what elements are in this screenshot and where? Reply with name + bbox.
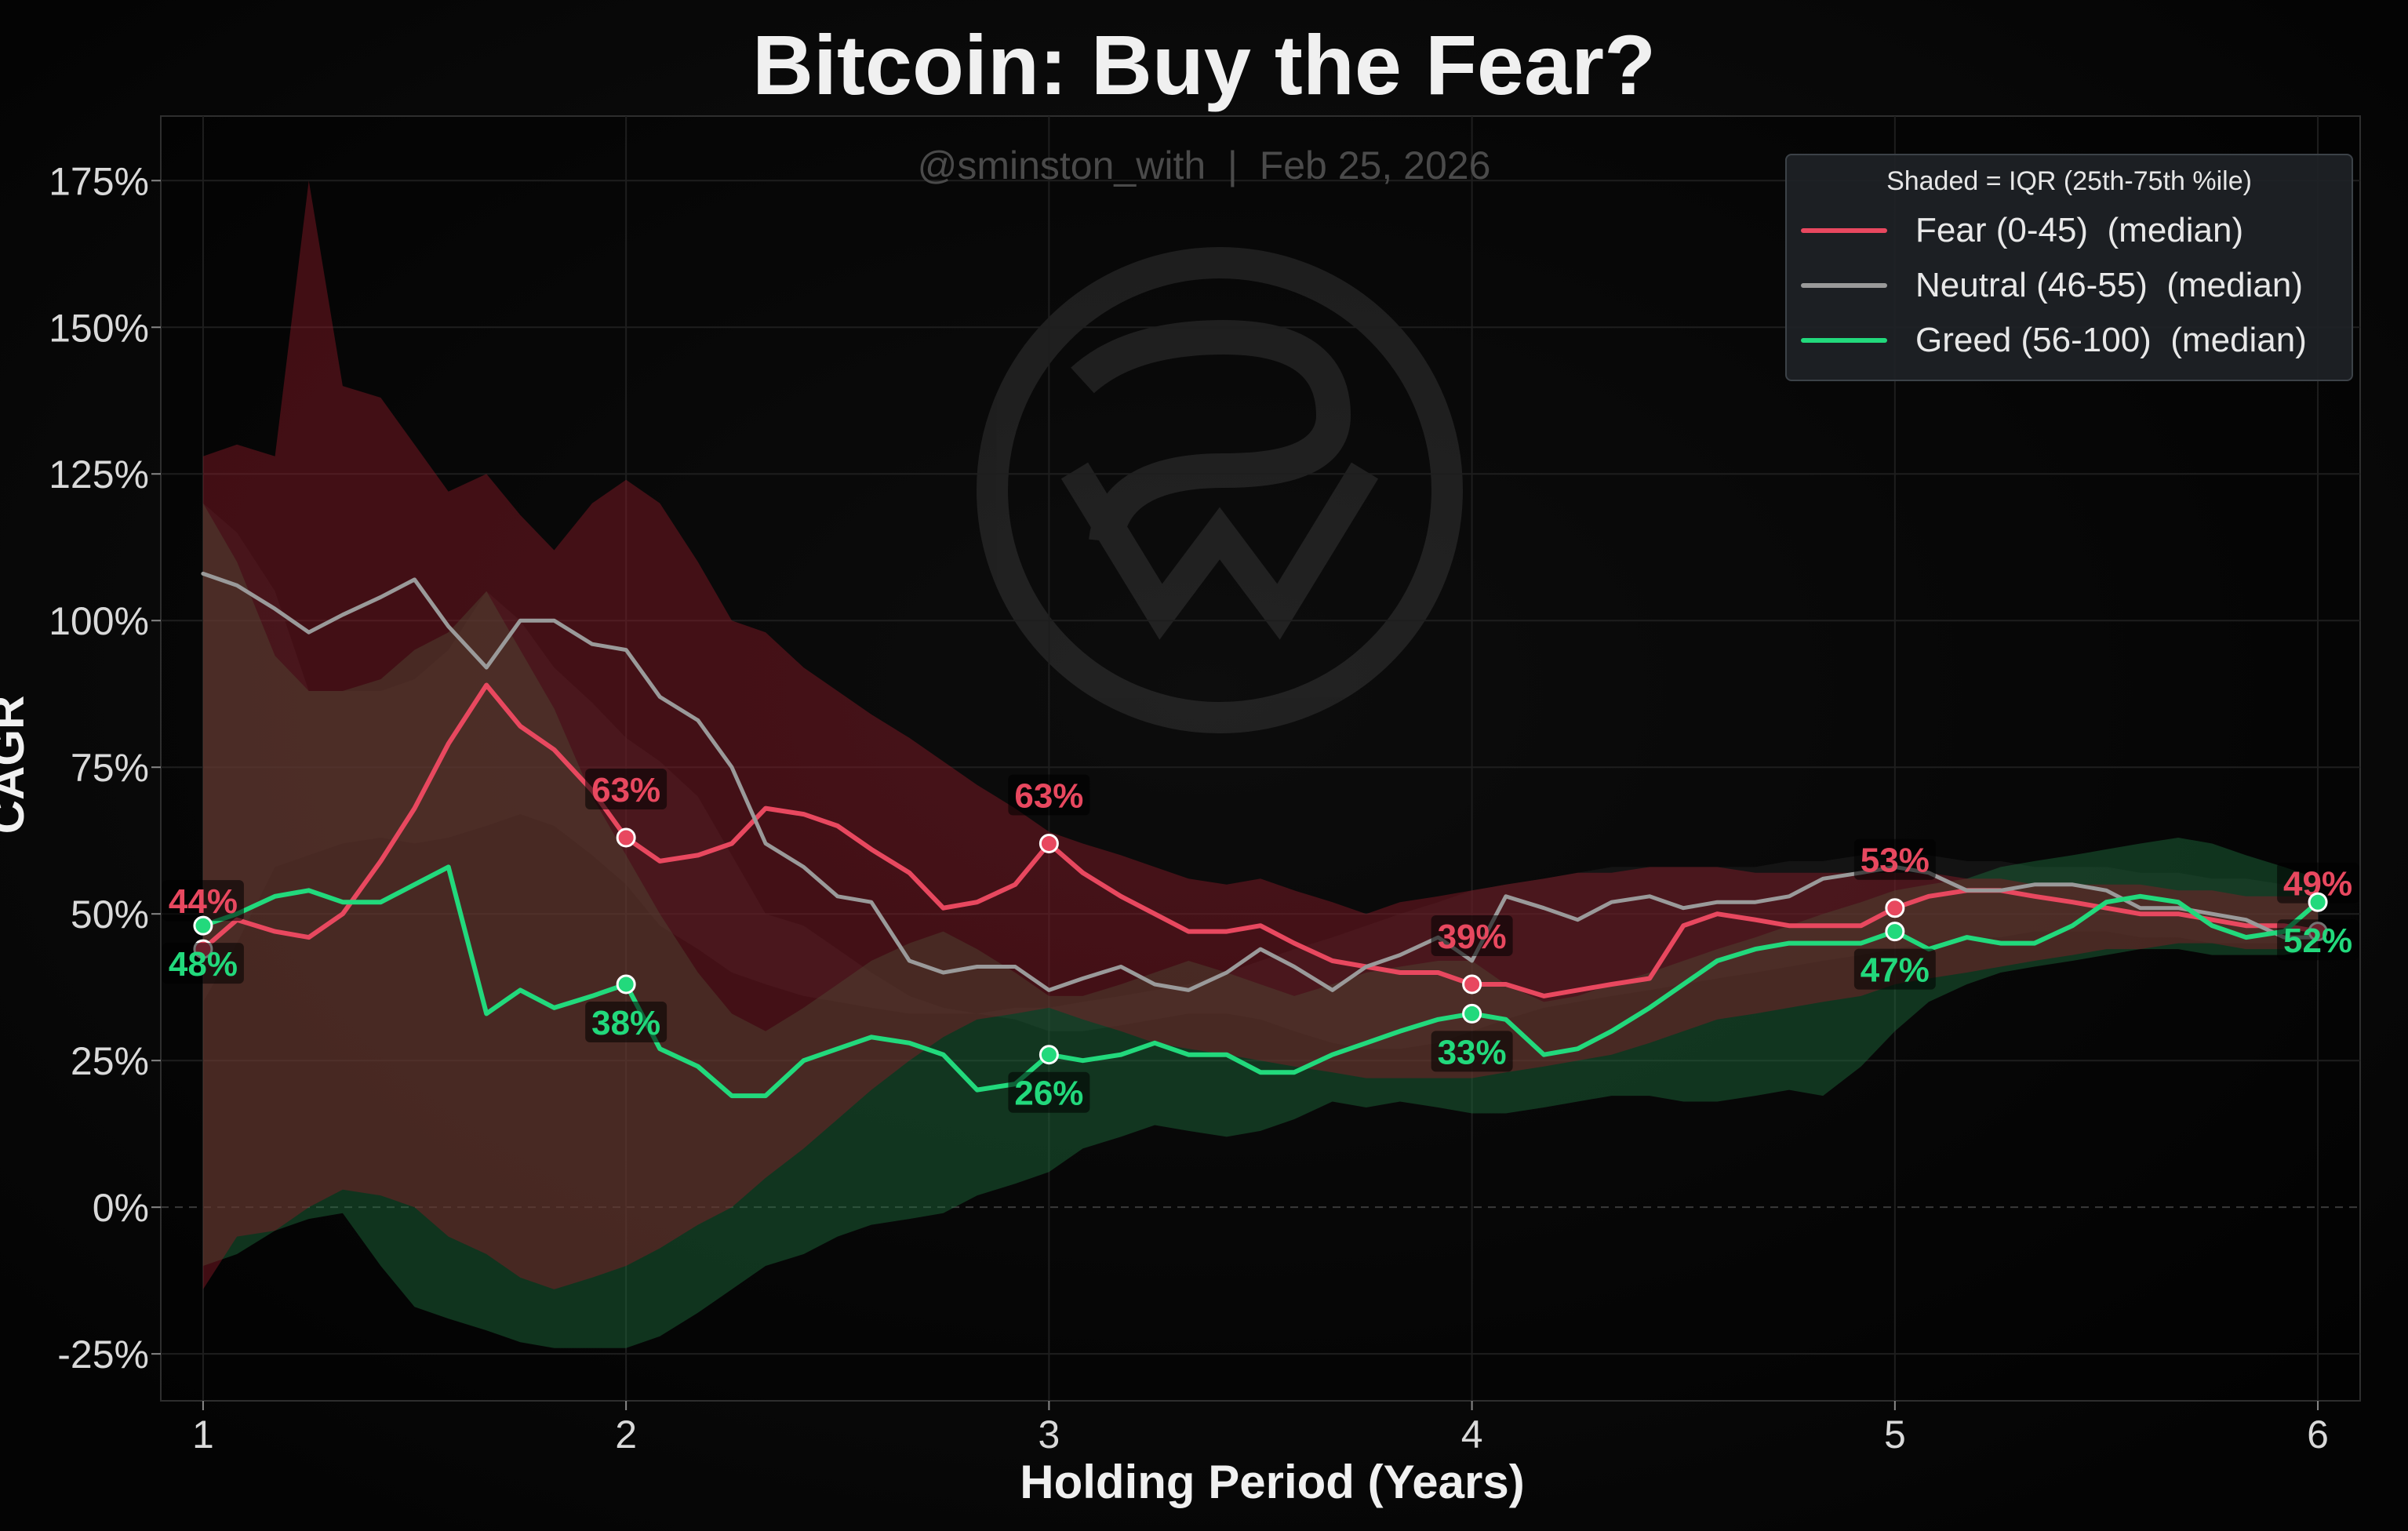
legend-swatch-fear [1801, 228, 1887, 233]
y-tick-label: 25% [71, 1039, 149, 1083]
data-label: 44% [169, 882, 238, 921]
y-tick-label: 100% [49, 599, 149, 643]
x-tick-label: 2 [615, 1413, 637, 1456]
median-marker [1885, 922, 1905, 942]
chart-subtitle: @sminston_with | Feb 25, 2026 [918, 144, 1491, 187]
x-tick-label: 4 [1461, 1413, 1483, 1456]
median-marker [2308, 892, 2328, 912]
median-marker [1462, 974, 1482, 995]
x-tick-label: 3 [1038, 1413, 1060, 1456]
data-label-bg [2277, 862, 2359, 904]
legend-swatch-neutral [1801, 283, 1887, 288]
data-label: 47% [1861, 951, 1930, 990]
y-tick-label: 75% [71, 746, 149, 790]
greed-median-line [200, 864, 2321, 1099]
x-tick-label: 5 [1884, 1413, 1906, 1456]
neutral-median-line [201, 571, 2320, 992]
legend-item-neutral: Neutral (46-55) (median) [1801, 262, 2303, 309]
watermark-logo [977, 247, 1463, 733]
iqr-bands [202, 180, 2319, 1348]
y-tick-label: 50% [71, 893, 149, 936]
legend-item-greed: Greed (56-100) (median) [1801, 317, 2307, 364]
x-tick-label: 1 [192, 1413, 214, 1456]
legend-label-neutral: Neutral (46-55) (median) [1915, 266, 2303, 304]
median-marker [616, 974, 636, 995]
legend-title: Shaded = IQR (25th-75th %ile) [1886, 166, 2252, 196]
median-marker [1038, 833, 1059, 853]
data-label-bg [1008, 1071, 1090, 1113]
fear-iqr-band [202, 180, 2319, 1289]
median-marker [1462, 1003, 1482, 1024]
data-label-bg [585, 1001, 667, 1042]
legend: Shaded = IQR (25th-75th %ile) Fear (0-45… [1785, 154, 2353, 381]
axis-ticks: -25% 0% 25% 50% 75% 100% 125% 150% 175% 1 2 3 4 5 6 [49, 159, 2329, 1456]
x-tick-label: 6 [2307, 1413, 2329, 1456]
data-label: 63% [591, 771, 660, 809]
data-label-bg [1008, 774, 1090, 816]
data-label: 63% [1014, 776, 1083, 815]
greed-iqr-band [202, 503, 2319, 1348]
median-marker [1038, 1045, 1059, 1065]
median-markers: 44%63% 63%39%53%49%48%38%26%33%47%52% [162, 768, 2359, 1113]
x-axis-label: Holding Period (Years) [1020, 1456, 1524, 1508]
legend-label-fear: Fear (0-45) (median) [1915, 211, 2244, 249]
chart-title: Bitcoin: Buy the Fear? [752, 17, 1656, 112]
median-marker [616, 827, 636, 848]
y-tick-label: 175% [49, 159, 149, 203]
data-label-bg [162, 943, 244, 984]
median-marker [193, 915, 213, 936]
data-label-bg [1853, 838, 1936, 880]
data-label-bg [162, 880, 244, 922]
median-marker [1885, 898, 1905, 918]
data-label: 38% [591, 1004, 660, 1042]
data-label: 33% [1438, 1033, 1507, 1071]
data-label: 52% [2283, 922, 2352, 960]
data-label: 39% [1438, 918, 1507, 956]
data-label-bg [2277, 919, 2359, 961]
y-tick-label: -25% [57, 1333, 149, 1376]
y-axis-label: CAGR [0, 696, 34, 835]
y-tick-label: 0% [93, 1186, 149, 1230]
data-label: 48% [169, 945, 238, 984]
legend-swatch-greed [1801, 338, 1887, 343]
y-tick-label: 150% [49, 306, 149, 350]
data-label-bg [1853, 948, 1936, 990]
y-tick-label: 125% [49, 453, 149, 496]
legend-label-greed: Greed (56-100) (median) [1915, 321, 2307, 359]
data-label-bg [585, 768, 667, 809]
legend-item-fear: Fear (0-45) (median) [1801, 207, 2243, 254]
data-label: 53% [1861, 842, 1930, 880]
data-label-bg [1431, 915, 1513, 956]
neutral-iqr-band [202, 503, 2319, 1049]
data-label: 26% [1014, 1075, 1083, 1113]
data-label-bg [1431, 1031, 1513, 1072]
median-lines [200, 571, 2321, 1099]
